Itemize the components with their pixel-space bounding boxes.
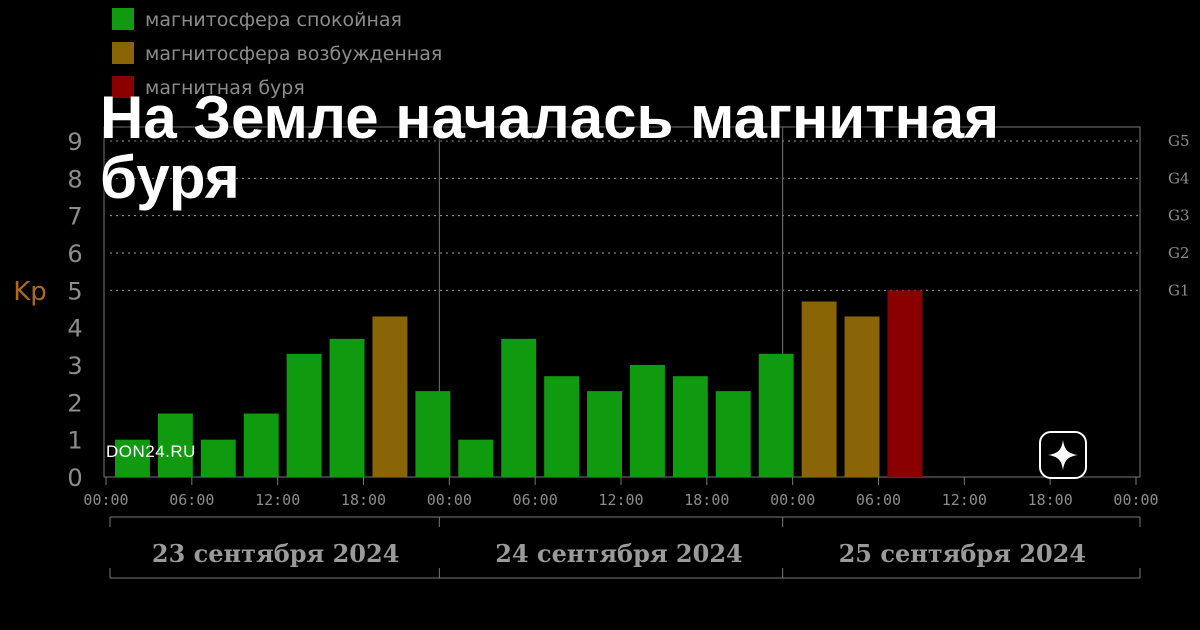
x-tick-label: 06:00 xyxy=(513,491,558,509)
legend-label: магнитная буря xyxy=(145,77,305,99)
x-tick-label: 18:00 xyxy=(684,491,729,509)
y-tick-label: 6 xyxy=(67,240,82,268)
y-tick-label: 3 xyxy=(67,352,82,380)
x-tick-label: 00:00 xyxy=(427,491,472,509)
day-label: 24 сентября 2024 xyxy=(495,539,742,568)
day-label: 25 сентября 2024 xyxy=(839,539,1086,568)
y-tick-label: 2 xyxy=(67,389,82,417)
y-tick-label: 8 xyxy=(67,165,82,193)
kp-bar xyxy=(243,413,279,477)
kp-bar xyxy=(801,301,837,477)
kp-bar xyxy=(630,365,665,477)
x-tick-label: 12:00 xyxy=(255,491,300,509)
x-tick-label: 06:00 xyxy=(169,491,214,509)
kp-bar xyxy=(157,413,193,477)
kp-bar xyxy=(286,353,322,477)
source-label: DON24.RU xyxy=(106,442,196,461)
legend-label: магнитосфера спокойная xyxy=(145,9,402,31)
y-tick-label: 9 xyxy=(67,128,82,156)
kp-bar xyxy=(887,290,923,477)
kp-bar xyxy=(587,391,622,477)
x-tick-label: 06:00 xyxy=(856,491,901,509)
kp-bar xyxy=(844,316,880,477)
kp-bar xyxy=(501,338,537,477)
day-label: 23 сентября 2024 xyxy=(152,539,399,568)
kp-bar xyxy=(415,391,451,477)
x-tick-label: 00:00 xyxy=(770,491,815,509)
kp-bar xyxy=(458,439,494,477)
g-level-label: G2 xyxy=(1168,244,1190,262)
kp-bar xyxy=(329,338,365,477)
y-axis-label: Kp xyxy=(13,277,47,307)
legend-swatch xyxy=(112,8,134,30)
y-tick-label: 0 xyxy=(67,464,82,492)
kp-bar xyxy=(758,353,794,477)
x-tick-label: 00:00 xyxy=(83,491,128,509)
kp-bar xyxy=(544,376,580,477)
y-tick-label: 7 xyxy=(67,203,82,231)
y-tick-label: 5 xyxy=(67,277,82,305)
kp-bar xyxy=(672,376,708,477)
kp-bar xyxy=(200,439,236,477)
y-tick-label: 1 xyxy=(67,427,82,455)
x-tick-label: 18:00 xyxy=(1028,491,1073,509)
kp-bar xyxy=(372,316,408,477)
headline: На Земле началась магнитная буря xyxy=(100,84,1000,211)
x-tick-label: 18:00 xyxy=(341,491,386,509)
x-tick-label: 12:00 xyxy=(598,491,643,509)
g-level-label: G1 xyxy=(1168,281,1190,299)
x-tick-label: 12:00 xyxy=(942,491,987,509)
legend-label: магнитосфера возбужденная xyxy=(145,43,442,65)
g-level-label: G5 xyxy=(1168,132,1190,150)
g-level-label: G3 xyxy=(1168,207,1190,225)
g-level-label: G4 xyxy=(1168,169,1190,187)
kp-bar xyxy=(115,439,150,477)
sparkle-star-icon[interactable] xyxy=(1039,431,1087,479)
legend-swatch xyxy=(112,42,134,64)
y-tick-label: 4 xyxy=(67,315,82,343)
x-tick-label: 00:00 xyxy=(1113,491,1158,509)
kp-bar xyxy=(715,391,751,477)
legend-swatch xyxy=(112,76,134,98)
